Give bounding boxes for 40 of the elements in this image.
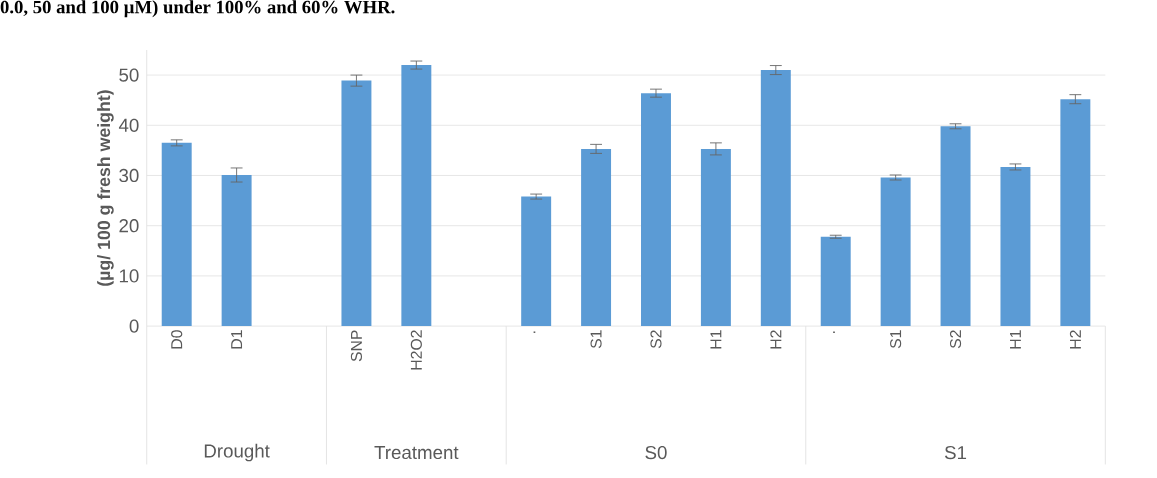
chart-title: 0.0, 50 and 100 µM) under 100% and 60% WHR. (0, 0, 395, 18)
x-tick-label: H2 (1069, 330, 1081, 349)
y-tick-label: 10 (119, 269, 139, 283)
bar (1060, 99, 1091, 326)
x-tick-label: · (833, 331, 835, 333)
bar (700, 148, 731, 326)
y-tick-label: 50 (119, 68, 139, 82)
x-tick-label: SNP (350, 330, 363, 362)
bar (341, 80, 372, 326)
bar (760, 69, 791, 326)
y-tick-label: 40 (118, 118, 139, 132)
text: S0 (645, 445, 667, 460)
bar (1000, 166, 1031, 326)
x-tick-label: · (533, 331, 536, 333)
bar (521, 196, 552, 326)
y-tick-label: 0 (129, 319, 139, 333)
text: Drought (204, 443, 270, 462)
bar (221, 174, 252, 326)
y-tick-label: 30 (119, 168, 139, 182)
x-tick-label: S2 (650, 330, 662, 348)
bar (820, 236, 851, 326)
x-tick-label: S1 (890, 330, 902, 348)
y-tick-label: 20 (119, 218, 139, 233)
text: S1 (944, 445, 967, 460)
x-tick-label: D1 (231, 330, 243, 349)
x-tick-label: H1 (710, 330, 722, 349)
x-tick-label: S2 (949, 330, 962, 348)
x-tick-label: H1 (1010, 330, 1021, 349)
y-axis-title: (µg/ 100 g fresh weight) (97, 90, 114, 286)
x-tick-label: H2 (770, 330, 782, 349)
bar (880, 177, 911, 326)
bar (581, 148, 612, 326)
x-tick-label: S1 (590, 330, 602, 348)
bar (641, 93, 671, 326)
bar (401, 64, 432, 326)
bar (161, 142, 192, 326)
x-tick-label: H2O2 (410, 330, 422, 370)
x-tick-label: D0 (171, 330, 183, 349)
text: Treatment (374, 445, 459, 459)
bar (940, 126, 971, 326)
